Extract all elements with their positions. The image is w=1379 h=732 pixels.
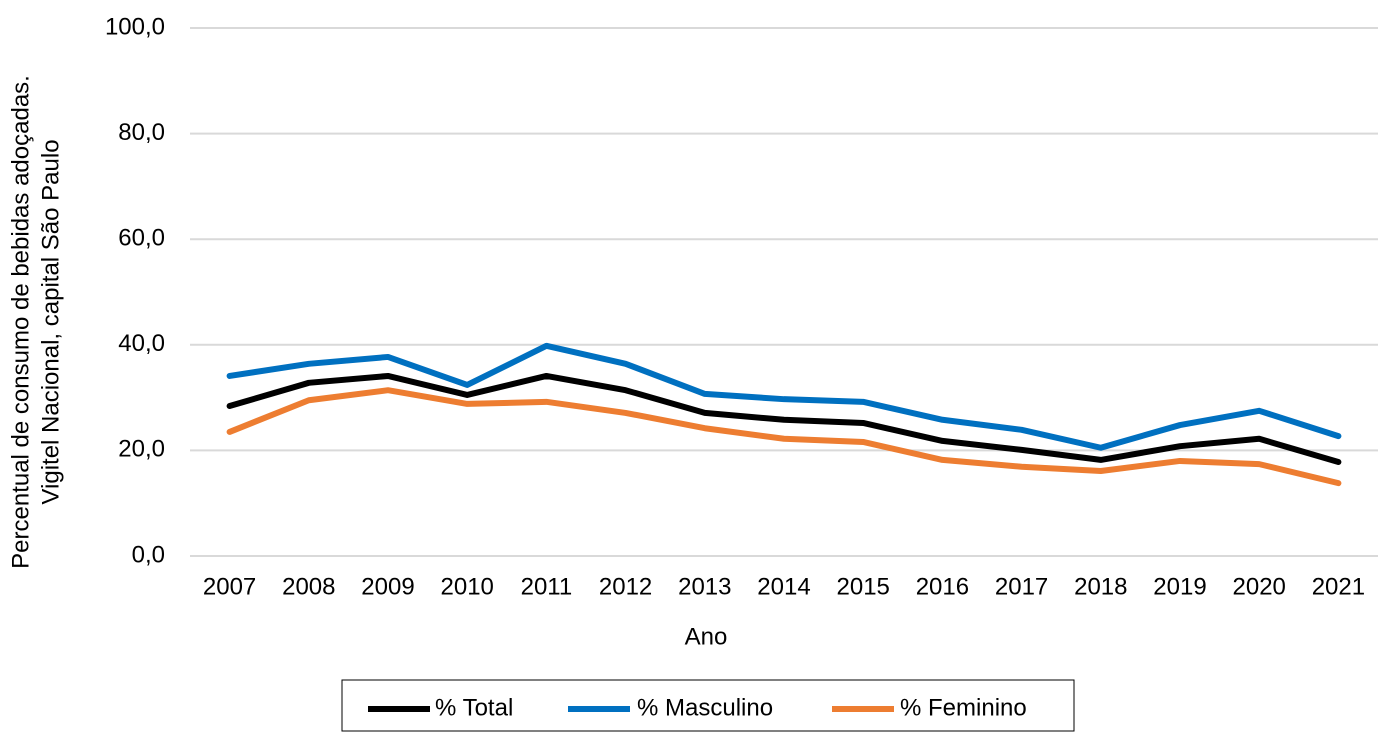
y-tick-label: 0,0 xyxy=(132,541,165,568)
x-tick-label: 2019 xyxy=(1153,573,1206,600)
x-tick-label: 2013 xyxy=(678,573,731,600)
x-tick-label: 2020 xyxy=(1233,573,1286,600)
x-tick-label: 2010 xyxy=(441,573,494,600)
y-axis-label: Percentual de consumo de bebidas adoçada… xyxy=(7,75,34,569)
x-tick-label: 2012 xyxy=(599,573,652,600)
x-tick-label: 2018 xyxy=(1074,573,1127,600)
x-tick-label: 2007 xyxy=(203,573,256,600)
legend-box xyxy=(341,679,1075,732)
x-tick-label: 2014 xyxy=(757,573,810,600)
y-tick-label: 80,0 xyxy=(118,119,165,146)
x-tick-label: 2021 xyxy=(1312,573,1365,600)
y-tick-label: 60,0 xyxy=(118,225,165,252)
x-tick-label: 2015 xyxy=(837,573,890,600)
y-tick-label: 40,0 xyxy=(118,330,165,357)
x-tick-label: 2011 xyxy=(521,573,573,600)
series-line xyxy=(226,387,1342,487)
x-axis-label: Ano xyxy=(685,623,728,650)
x-tick-label: 2008 xyxy=(282,573,335,600)
x-tick-label: 2016 xyxy=(916,573,969,600)
y-tick-label: 100,0 xyxy=(105,13,165,40)
series-line xyxy=(226,372,1342,466)
legend-label: % Masculino xyxy=(637,694,773,721)
legend-label: % Total xyxy=(435,694,513,721)
y-tick-label: 20,0 xyxy=(118,436,165,463)
x-tick-label: 2009 xyxy=(361,573,414,600)
series-line xyxy=(226,342,1342,451)
x-tick-label: 2017 xyxy=(995,573,1048,600)
y-axis-label: Vigitel Nacional, capital São Paulo xyxy=(37,139,64,504)
legend-label: % Feminino xyxy=(900,694,1027,721)
